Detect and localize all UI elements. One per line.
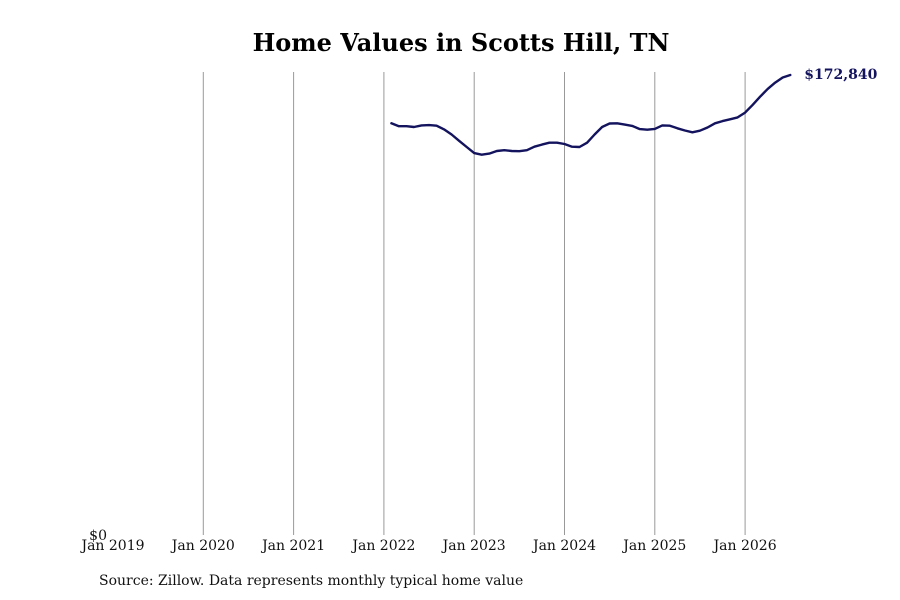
x-axis-ticks: Jan 2019 Jan 2020 Jan 2021 Jan 2022 Jan 2023… [79, 538, 776, 554]
end-value-label: $172,840 [804, 67, 877, 83]
data-labels: $172,840 [804, 67, 877, 83]
gridlines [202, 72, 746, 535]
x-tick-label: Jan 2024 [531, 538, 596, 554]
source-note: Source: Zillow. Data represents monthly … [99, 573, 524, 589]
x-tick-label: Jan 2026 [712, 538, 777, 554]
x-tick-label: Jan 2022 [350, 538, 415, 554]
x-tick-label: Jan 2020 [170, 538, 235, 554]
y-tick-label: $0 [89, 528, 107, 544]
x-tick-label: Jan 2021 [260, 538, 325, 554]
chart-title: Home Values in Scotts Hill, TN [252, 28, 670, 57]
x-tick-label: Jan 2019 [79, 538, 144, 554]
y-axis-ticks: $0 [89, 528, 107, 544]
x-tick-label: Jan 2025 [621, 538, 686, 554]
x-tick-label: Jan 2023 [441, 538, 506, 554]
series-line-0 [390, 73, 792, 156]
series-layer [390, 73, 792, 156]
